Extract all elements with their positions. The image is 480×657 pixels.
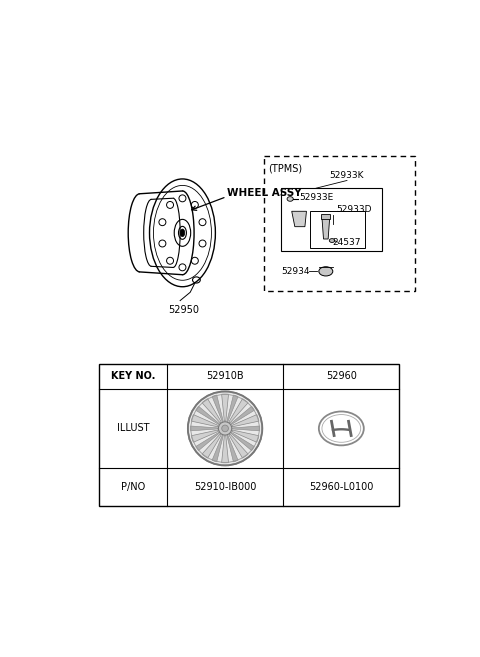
Polygon shape	[212, 436, 223, 462]
Bar	[321, 214, 330, 219]
Bar	[99, 364, 399, 506]
Polygon shape	[232, 430, 259, 442]
Polygon shape	[231, 406, 254, 424]
Text: 52933E: 52933E	[300, 193, 334, 202]
Polygon shape	[322, 217, 330, 239]
Polygon shape	[191, 415, 218, 427]
Polygon shape	[191, 430, 218, 442]
Polygon shape	[232, 426, 260, 431]
Polygon shape	[202, 434, 221, 458]
Polygon shape	[227, 395, 238, 422]
Text: 52910B: 52910B	[206, 371, 244, 382]
Text: 52933D: 52933D	[336, 205, 372, 214]
Circle shape	[222, 425, 228, 432]
Polygon shape	[229, 399, 248, 423]
Polygon shape	[212, 395, 223, 422]
Polygon shape	[231, 432, 254, 451]
Ellipse shape	[329, 238, 335, 242]
Text: 52950: 52950	[168, 305, 200, 315]
Text: KEY NO.: KEY NO.	[111, 371, 155, 382]
Text: 52960: 52960	[326, 371, 357, 382]
Polygon shape	[292, 212, 306, 227]
Polygon shape	[191, 426, 217, 431]
Polygon shape	[222, 436, 228, 463]
Text: 24537: 24537	[332, 238, 360, 246]
Text: (TPMS): (TPMS)	[268, 164, 302, 173]
Text: 52934: 52934	[281, 267, 310, 276]
Text: 52910-IB000: 52910-IB000	[194, 482, 256, 492]
Bar	[281, 188, 382, 252]
Polygon shape	[196, 406, 219, 424]
Ellipse shape	[319, 267, 333, 276]
Polygon shape	[196, 432, 219, 451]
Bar	[264, 156, 415, 290]
Text: 52933K: 52933K	[330, 171, 364, 181]
Polygon shape	[222, 394, 228, 421]
Circle shape	[218, 422, 232, 435]
Text: ILLUST: ILLUST	[117, 423, 149, 434]
Polygon shape	[229, 434, 248, 458]
Bar	[311, 212, 365, 248]
Text: 52960-L0100: 52960-L0100	[309, 482, 373, 492]
Polygon shape	[202, 399, 221, 423]
Ellipse shape	[287, 196, 293, 201]
Text: P/NO: P/NO	[121, 482, 145, 492]
Text: WHEEL ASSY: WHEEL ASSY	[227, 188, 301, 198]
Circle shape	[188, 392, 262, 465]
Ellipse shape	[180, 229, 185, 237]
Polygon shape	[232, 415, 259, 427]
Polygon shape	[227, 436, 238, 462]
